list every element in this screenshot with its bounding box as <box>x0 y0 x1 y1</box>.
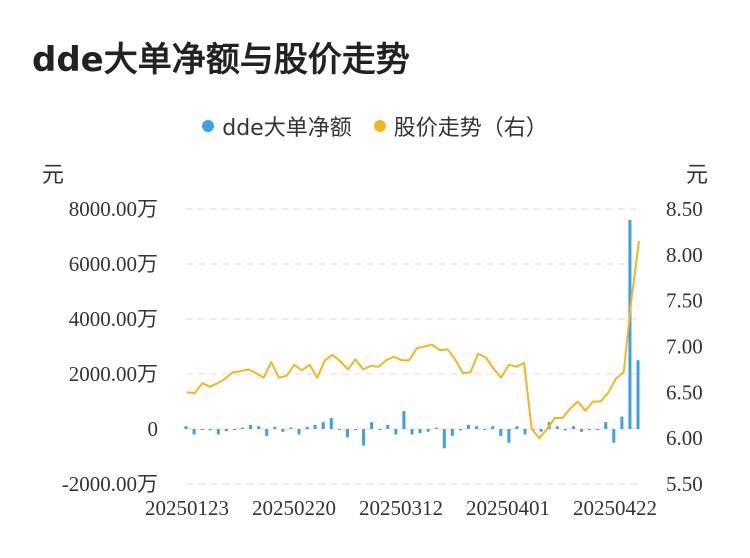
dde-bar <box>458 429 462 431</box>
right-tick-label: 6.50 <box>666 380 703 404</box>
dde-bar <box>628 220 632 429</box>
dde-bar <box>563 429 567 431</box>
dde-bar <box>434 427 438 429</box>
left-tick-label: 2000.00万 <box>69 362 158 386</box>
dde-bar <box>184 426 188 429</box>
left-tick-label: 0 <box>148 417 159 441</box>
left-tick-label: 4000.00万 <box>69 307 158 331</box>
dde-bar <box>208 429 212 431</box>
dde-bar <box>200 429 204 430</box>
dde-bar <box>571 426 575 429</box>
dde-bar <box>386 424 390 429</box>
dde-bar <box>620 416 624 429</box>
dde-bar <box>370 422 374 429</box>
dde-bar <box>345 429 349 438</box>
dde-bar <box>418 429 422 434</box>
dde-bar <box>224 429 228 432</box>
dde-bar <box>612 429 616 443</box>
dde-bar <box>555 426 559 429</box>
right-tick-label: 7.00 <box>666 335 703 359</box>
dde-bar <box>354 429 357 430</box>
dde-bar <box>580 429 583 432</box>
dde-bar <box>241 427 244 429</box>
x-tick-label: 20250123 <box>145 496 229 520</box>
dde-bar <box>257 426 261 429</box>
dde-bar <box>636 360 640 429</box>
dde-bar <box>321 422 325 429</box>
dde-bar <box>450 429 454 436</box>
dde-bar <box>265 429 269 436</box>
dde-bar <box>281 429 285 432</box>
dde-bar <box>588 429 592 430</box>
right-tick-label: 8.00 <box>666 243 703 267</box>
chart-title: dde大单净额与股价走势 <box>32 40 410 80</box>
x-tick-label: 20250422 <box>573 496 657 520</box>
price-line <box>186 240 640 440</box>
dde-bar <box>515 426 519 429</box>
left-tick-label: 8000.00万 <box>69 197 158 221</box>
x-tick-label: 20250312 <box>359 496 443 520</box>
dde-bar <box>216 429 220 435</box>
dde-bar <box>362 429 366 446</box>
dde-bar <box>539 429 543 432</box>
dde-bar <box>297 429 301 435</box>
right-tick-label: 7.50 <box>666 289 703 313</box>
dde-bar <box>491 426 495 429</box>
left-tick-label: -2000.00万 <box>62 472 158 496</box>
dde-bar <box>475 426 479 429</box>
x-tick-label: 20250220 <box>252 496 336 520</box>
dde-bar <box>305 426 309 429</box>
left-tick-label: 6000.00万 <box>69 252 158 276</box>
left-axis-unit: 元 <box>42 163 65 188</box>
dde-bar <box>378 429 382 430</box>
dde-bar <box>507 429 511 443</box>
legend-item-dde[interactable]: dde大单净额 <box>202 110 352 142</box>
dde-bar <box>604 422 608 429</box>
dde-bar <box>596 429 600 430</box>
dde-bar <box>402 411 406 429</box>
legend-marker-price <box>373 120 386 132</box>
x-tick-label: 20250401 <box>466 496 550 520</box>
dde-bar <box>337 429 341 430</box>
dde-bar <box>442 429 446 449</box>
dde-bar <box>483 429 487 430</box>
right-tick-label: 8.50 <box>666 197 703 221</box>
dde-bar <box>426 429 430 432</box>
dde-bar <box>499 429 503 436</box>
legend-item-price[interactable]: 股价走势（右） <box>373 110 548 142</box>
dde-bar <box>273 426 277 429</box>
dde-bar <box>467 424 470 429</box>
right-axis-unit: 元 <box>685 163 708 188</box>
dde-bar <box>313 424 317 429</box>
dde-bar <box>232 429 236 430</box>
right-tick-label: 5.50 <box>666 472 703 496</box>
legend: dde大单净额 股价走势（右） <box>0 110 750 142</box>
dde-bar <box>394 429 398 435</box>
dde-bar <box>523 429 527 435</box>
legend-label-dde: dde大单净额 <box>222 116 352 141</box>
legend-label-price: 股价走势（右） <box>393 116 548 141</box>
right-tick-label: 6.00 <box>666 426 703 450</box>
dde-bar <box>329 418 333 429</box>
dde-bar <box>192 429 196 435</box>
legend-marker-dde <box>202 120 215 132</box>
dde-bar <box>249 424 253 429</box>
dde-bar <box>410 429 414 435</box>
dde-bar <box>289 427 293 429</box>
